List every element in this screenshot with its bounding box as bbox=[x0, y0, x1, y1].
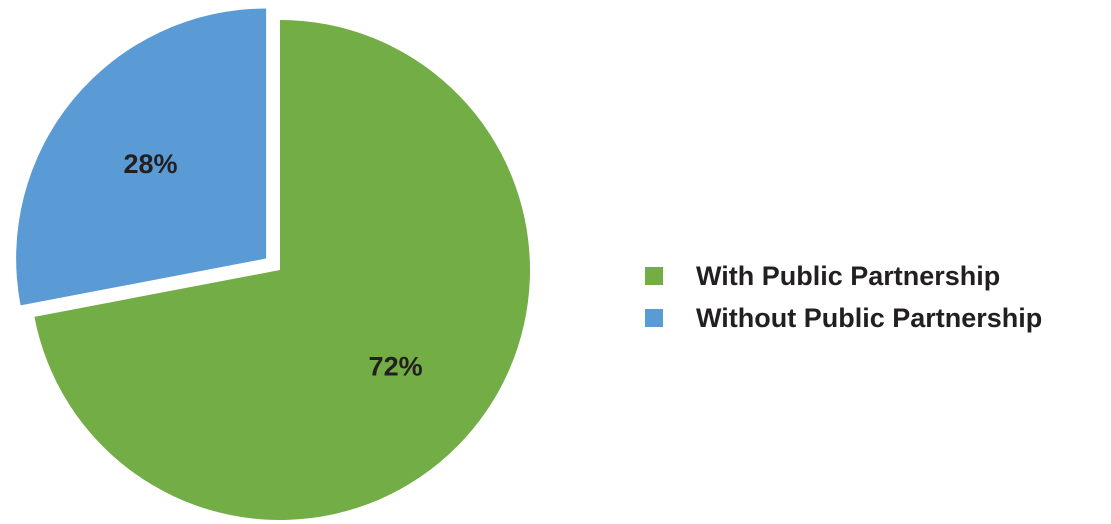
legend-item-without-public-partnership: Without Public Partnership bbox=[645, 297, 1042, 339]
legend-label: Without Public Partnership bbox=[696, 302, 1043, 333]
legend-swatch-blue bbox=[645, 309, 663, 327]
slice-without-public-partnership bbox=[16, 8, 267, 306]
slice-label-without-public-partnership: 28% bbox=[124, 149, 178, 179]
legend: With Public Partnership Without Public P… bbox=[645, 255, 1042, 339]
legend-swatch-green bbox=[645, 267, 663, 285]
slice-with-public-partnership bbox=[34, 20, 530, 520]
legend-item-with-public-partnership: With Public Partnership bbox=[645, 255, 1042, 297]
slice-label-with-public-partnership: 72% bbox=[369, 352, 423, 382]
legend-label: With Public Partnership bbox=[696, 260, 1001, 291]
